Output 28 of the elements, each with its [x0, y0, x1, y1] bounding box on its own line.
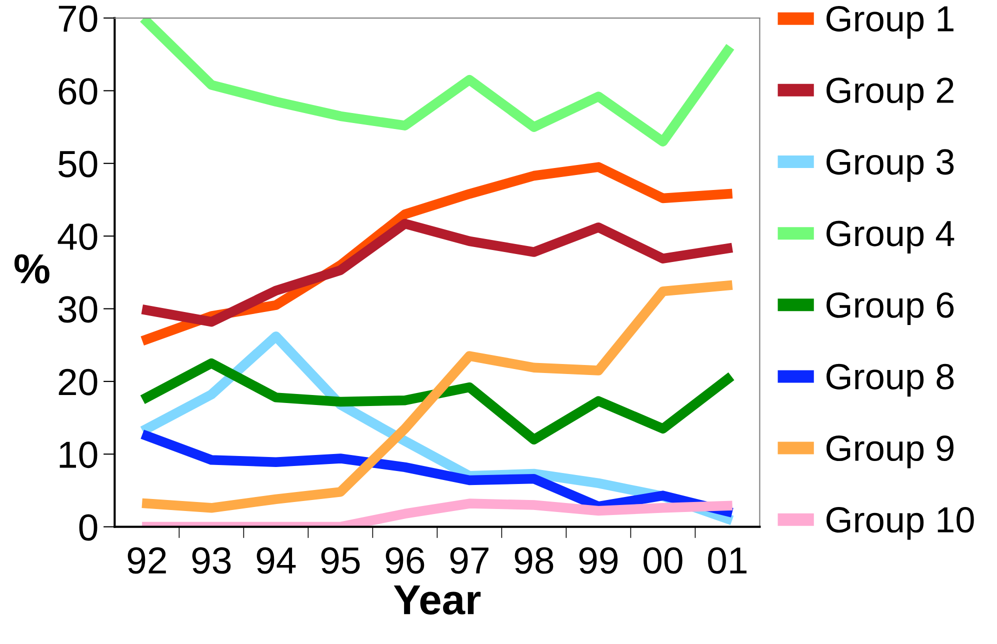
x-tick-label: 98 — [514, 547, 554, 574]
y-tick-label: 70 — [58, 5, 98, 32]
x-tick-label: 96 — [386, 547, 424, 574]
x-axis-title: Year — [394, 586, 481, 615]
legend-label: Group 2 — [826, 78, 954, 110]
y-tick-label: 60 — [58, 78, 98, 105]
legend-label: Group 9 — [826, 435, 954, 468]
x-tick-label: 01 — [708, 547, 746, 574]
legend-label: Group 1 — [826, 6, 954, 39]
x-tick-label: 93 — [192, 547, 231, 574]
y-tick-label: 50 — [58, 150, 98, 178]
x-tick-label: 94 — [256, 547, 296, 574]
y-tick-label: 30 — [58, 296, 98, 323]
x-tick-label: 92 — [128, 547, 166, 574]
y-tick-label: 40 — [58, 223, 98, 250]
x-tick-label: 99 — [579, 547, 618, 574]
legend-label: Group 3 — [826, 149, 954, 182]
x-tick-label: 00 — [644, 547, 682, 574]
legend-label: Group 10 — [826, 507, 974, 540]
y-tick-label: 20 — [58, 368, 98, 396]
y-tick-label: 0 — [79, 514, 98, 541]
y-tick-label: 10 — [60, 442, 98, 468]
legend-label: Group 8 — [826, 364, 954, 397]
legend-label: Group 6 — [826, 292, 954, 326]
y-axis-title: % — [14, 254, 50, 284]
legend-label: Group 4 — [826, 220, 954, 254]
x-tick-label: 95 — [321, 547, 360, 574]
x-tick-label: 97 — [450, 547, 488, 574]
